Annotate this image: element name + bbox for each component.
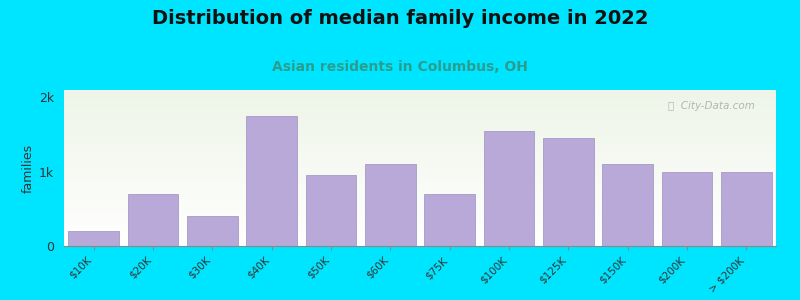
Y-axis label: families: families bbox=[22, 143, 35, 193]
Bar bbox=[484, 131, 534, 246]
Text: ⓘ  City-Data.com: ⓘ City-Data.com bbox=[668, 101, 754, 111]
Bar bbox=[721, 172, 771, 246]
Bar bbox=[662, 172, 712, 246]
Bar bbox=[425, 194, 475, 246]
Bar bbox=[128, 194, 178, 246]
Bar bbox=[69, 231, 119, 246]
Bar bbox=[543, 138, 594, 246]
Bar bbox=[246, 116, 297, 246]
Text: Distribution of median family income in 2022: Distribution of median family income in … bbox=[152, 9, 648, 28]
Bar bbox=[365, 164, 415, 246]
Bar bbox=[602, 164, 653, 246]
Text: Asian residents in Columbus, OH: Asian residents in Columbus, OH bbox=[272, 60, 528, 74]
Bar bbox=[187, 216, 238, 246]
Bar bbox=[306, 176, 356, 246]
